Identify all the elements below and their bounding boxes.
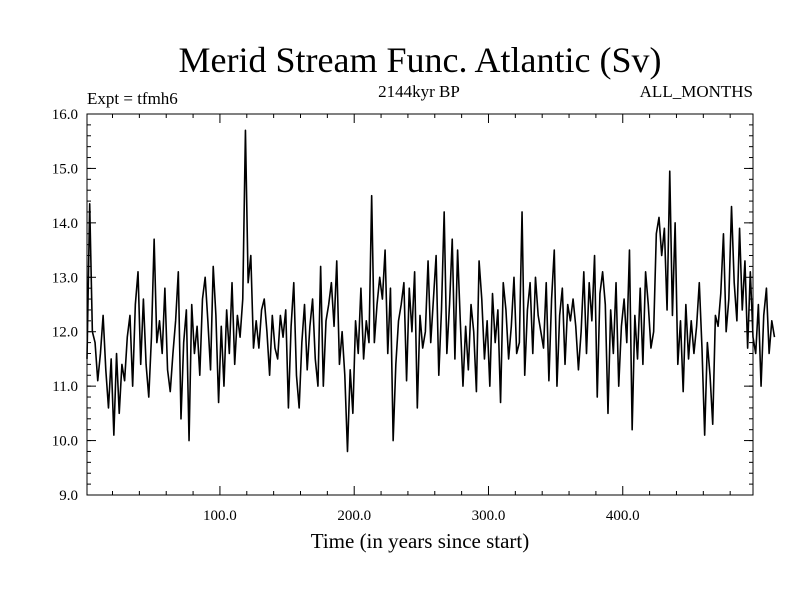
y-tick-label: 11.0 xyxy=(52,379,78,395)
y-tick-label: 14.0 xyxy=(52,216,78,232)
x-tick-label: 200.0 xyxy=(337,508,371,524)
y-tick-label: 10.0 xyxy=(52,434,78,450)
season-label: ALL_MONTHS xyxy=(640,82,753,101)
y-axis: 9.0 10.0 11.0 12.0 13.0 14.0 15.0 16.0 xyxy=(52,107,78,504)
series-line xyxy=(86,129,776,453)
chart-subtitle: 2144kyr BP xyxy=(378,82,460,101)
y-tick-label: 13.0 xyxy=(52,270,78,286)
plot-frame xyxy=(86,113,754,496)
experiment-label: Expt = tfmh6 xyxy=(87,89,178,108)
y-tick-label: 12.0 xyxy=(52,325,78,341)
x-axis: 100.0 200.0 300.0 400.0 xyxy=(203,508,640,524)
y-tick-label: 9.0 xyxy=(59,488,78,504)
x-tick-label: 300.0 xyxy=(472,508,506,524)
x-tick-label: 400.0 xyxy=(606,508,640,524)
y-tick-label: 15.0 xyxy=(52,161,78,177)
y-tick-label: 16.0 xyxy=(52,107,78,123)
x-tick-label: 100.0 xyxy=(203,508,237,524)
chart-title: Merid Stream Func. Atlantic (Sv) xyxy=(179,40,662,80)
x-axis-label: Time (in years since start) xyxy=(311,529,530,553)
axis-ticks xyxy=(87,113,753,496)
